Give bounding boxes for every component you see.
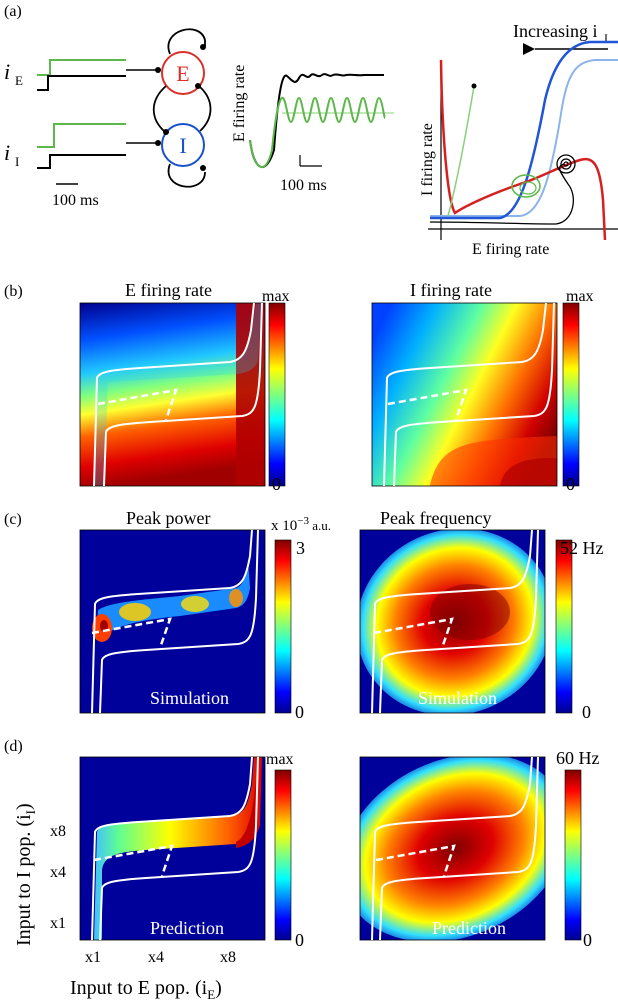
y-tick: x1 bbox=[50, 915, 66, 932]
d-right-cbar-min: 0 bbox=[583, 930, 592, 950]
panel-d-label: (d) bbox=[4, 738, 23, 755]
b-left-cbar-min: 0 bbox=[272, 474, 281, 494]
b-right-cbar-max: max bbox=[566, 288, 594, 305]
node-i bbox=[161, 123, 205, 167]
e-to-i-link bbox=[152, 85, 167, 132]
c-right-cbar-min: 0 bbox=[582, 702, 591, 722]
d-x-ticks: x1 x4 x8 bbox=[85, 949, 236, 966]
scale-mid-label: 100 ms bbox=[280, 177, 327, 194]
input-e-green-step bbox=[37, 59, 126, 76]
trace-plot: E firing rate 100 ms bbox=[231, 65, 394, 194]
d-right-contours bbox=[371, 756, 539, 941]
b-left-heatmap bbox=[80, 303, 265, 486]
phase-title: Increasing i bbox=[513, 21, 597, 41]
b-left-contours bbox=[93, 302, 263, 487]
x-tick: x8 bbox=[220, 949, 236, 966]
c-left-contours bbox=[91, 529, 259, 714]
d-left-heatmap bbox=[80, 757, 265, 940]
i-to-e-link bbox=[199, 86, 212, 132]
green-trace bbox=[249, 96, 386, 169]
c-right-tag: Simulation bbox=[418, 688, 497, 708]
b-right-colorbar bbox=[562, 302, 580, 487]
x-tick: x1 bbox=[85, 949, 101, 966]
phase-title-sub: I bbox=[604, 31, 608, 45]
d-ylabel: Input to I pop. (iI) bbox=[13, 803, 38, 946]
input-e-sub: E bbox=[15, 73, 23, 88]
input-e-black-step bbox=[37, 75, 126, 91]
phase-ylabel: I firing rate bbox=[419, 123, 436, 196]
c-left-cbar-min: 0 bbox=[295, 702, 304, 722]
panel-b-label: (b) bbox=[4, 283, 23, 300]
phase-plane: Increasing i I I firing rate E firing ra… bbox=[419, 21, 618, 258]
d-xlabel: Input to E pop. (iE) bbox=[70, 977, 222, 1002]
c-left-cbar-max: 3 bbox=[296, 538, 305, 558]
d-left-tag: Prediction bbox=[150, 918, 224, 938]
c-right-contours bbox=[371, 529, 539, 714]
y-tick: x8 bbox=[50, 823, 66, 840]
c-left-cbar-unit: x 10−3 a.u. bbox=[271, 515, 331, 534]
node-i-label: I bbox=[179, 133, 186, 158]
node-e bbox=[161, 51, 205, 95]
trajectory-start bbox=[471, 83, 477, 89]
b-right-heatmap bbox=[372, 303, 557, 486]
b-left-cbar-max: max bbox=[262, 288, 290, 305]
scale-left-label: 100 ms bbox=[52, 192, 99, 209]
green-trajectory bbox=[447, 85, 475, 217]
d-left-cbar-max: max bbox=[266, 751, 294, 768]
c-right-colorbar bbox=[555, 539, 573, 714]
b-left-colorbar bbox=[268, 302, 286, 487]
nullcline-red bbox=[439, 59, 607, 241]
nullcline-blue bbox=[430, 40, 618, 220]
d-right-cbar-max: 60 Hz bbox=[556, 748, 600, 768]
input-i-label: i bbox=[4, 140, 10, 165]
d-left-colorbar bbox=[274, 769, 292, 941]
d-left-contours bbox=[91, 756, 259, 941]
green-limit-cycle bbox=[511, 174, 541, 198]
c-right-title: Peak frequency bbox=[380, 508, 491, 528]
c-left-tag: Simulation bbox=[150, 688, 229, 708]
black-trace bbox=[249, 73, 384, 169]
phase-xlabel: E firing rate bbox=[472, 241, 549, 258]
input-i-black-step bbox=[37, 154, 126, 169]
input-e-label: i bbox=[4, 59, 10, 84]
d-right-colorbar bbox=[564, 769, 582, 941]
trace-ylabel: E firing rate bbox=[231, 65, 248, 142]
panel-c-label: (c) bbox=[4, 511, 22, 528]
b-right-contours bbox=[383, 302, 555, 487]
d-right-tag: Prediction bbox=[432, 918, 506, 938]
nullcline-light bbox=[430, 59, 618, 217]
c-right-cbar-max: 52 Hz bbox=[560, 538, 604, 558]
black-spiral bbox=[556, 154, 576, 174]
d-y-ticks: x8 x4 x1 bbox=[50, 823, 66, 932]
e-self-loop bbox=[167, 28, 206, 55]
c-left-colorbar bbox=[274, 539, 292, 714]
b-left-title: E firing rate bbox=[125, 280, 212, 300]
node-e-label: E bbox=[176, 61, 189, 86]
i-self-loop bbox=[167, 163, 206, 188]
input-i-green-step bbox=[37, 123, 126, 148]
panel-a-label: (a) bbox=[4, 3, 22, 20]
x-tick: x4 bbox=[148, 949, 164, 966]
d-left-cbar-min: 0 bbox=[295, 930, 304, 950]
c-left-heatmap bbox=[80, 530, 265, 713]
b-right-title: I firing rate bbox=[410, 280, 492, 300]
input-diagram: i E i I 100 ms E I bbox=[4, 28, 212, 209]
input-i-sub: I bbox=[15, 154, 19, 169]
c-right-heatmap bbox=[360, 530, 545, 713]
b-right-cbar-min: 0 bbox=[566, 474, 575, 494]
y-tick: x4 bbox=[50, 864, 66, 881]
c-left-title: Peak power bbox=[126, 508, 210, 528]
